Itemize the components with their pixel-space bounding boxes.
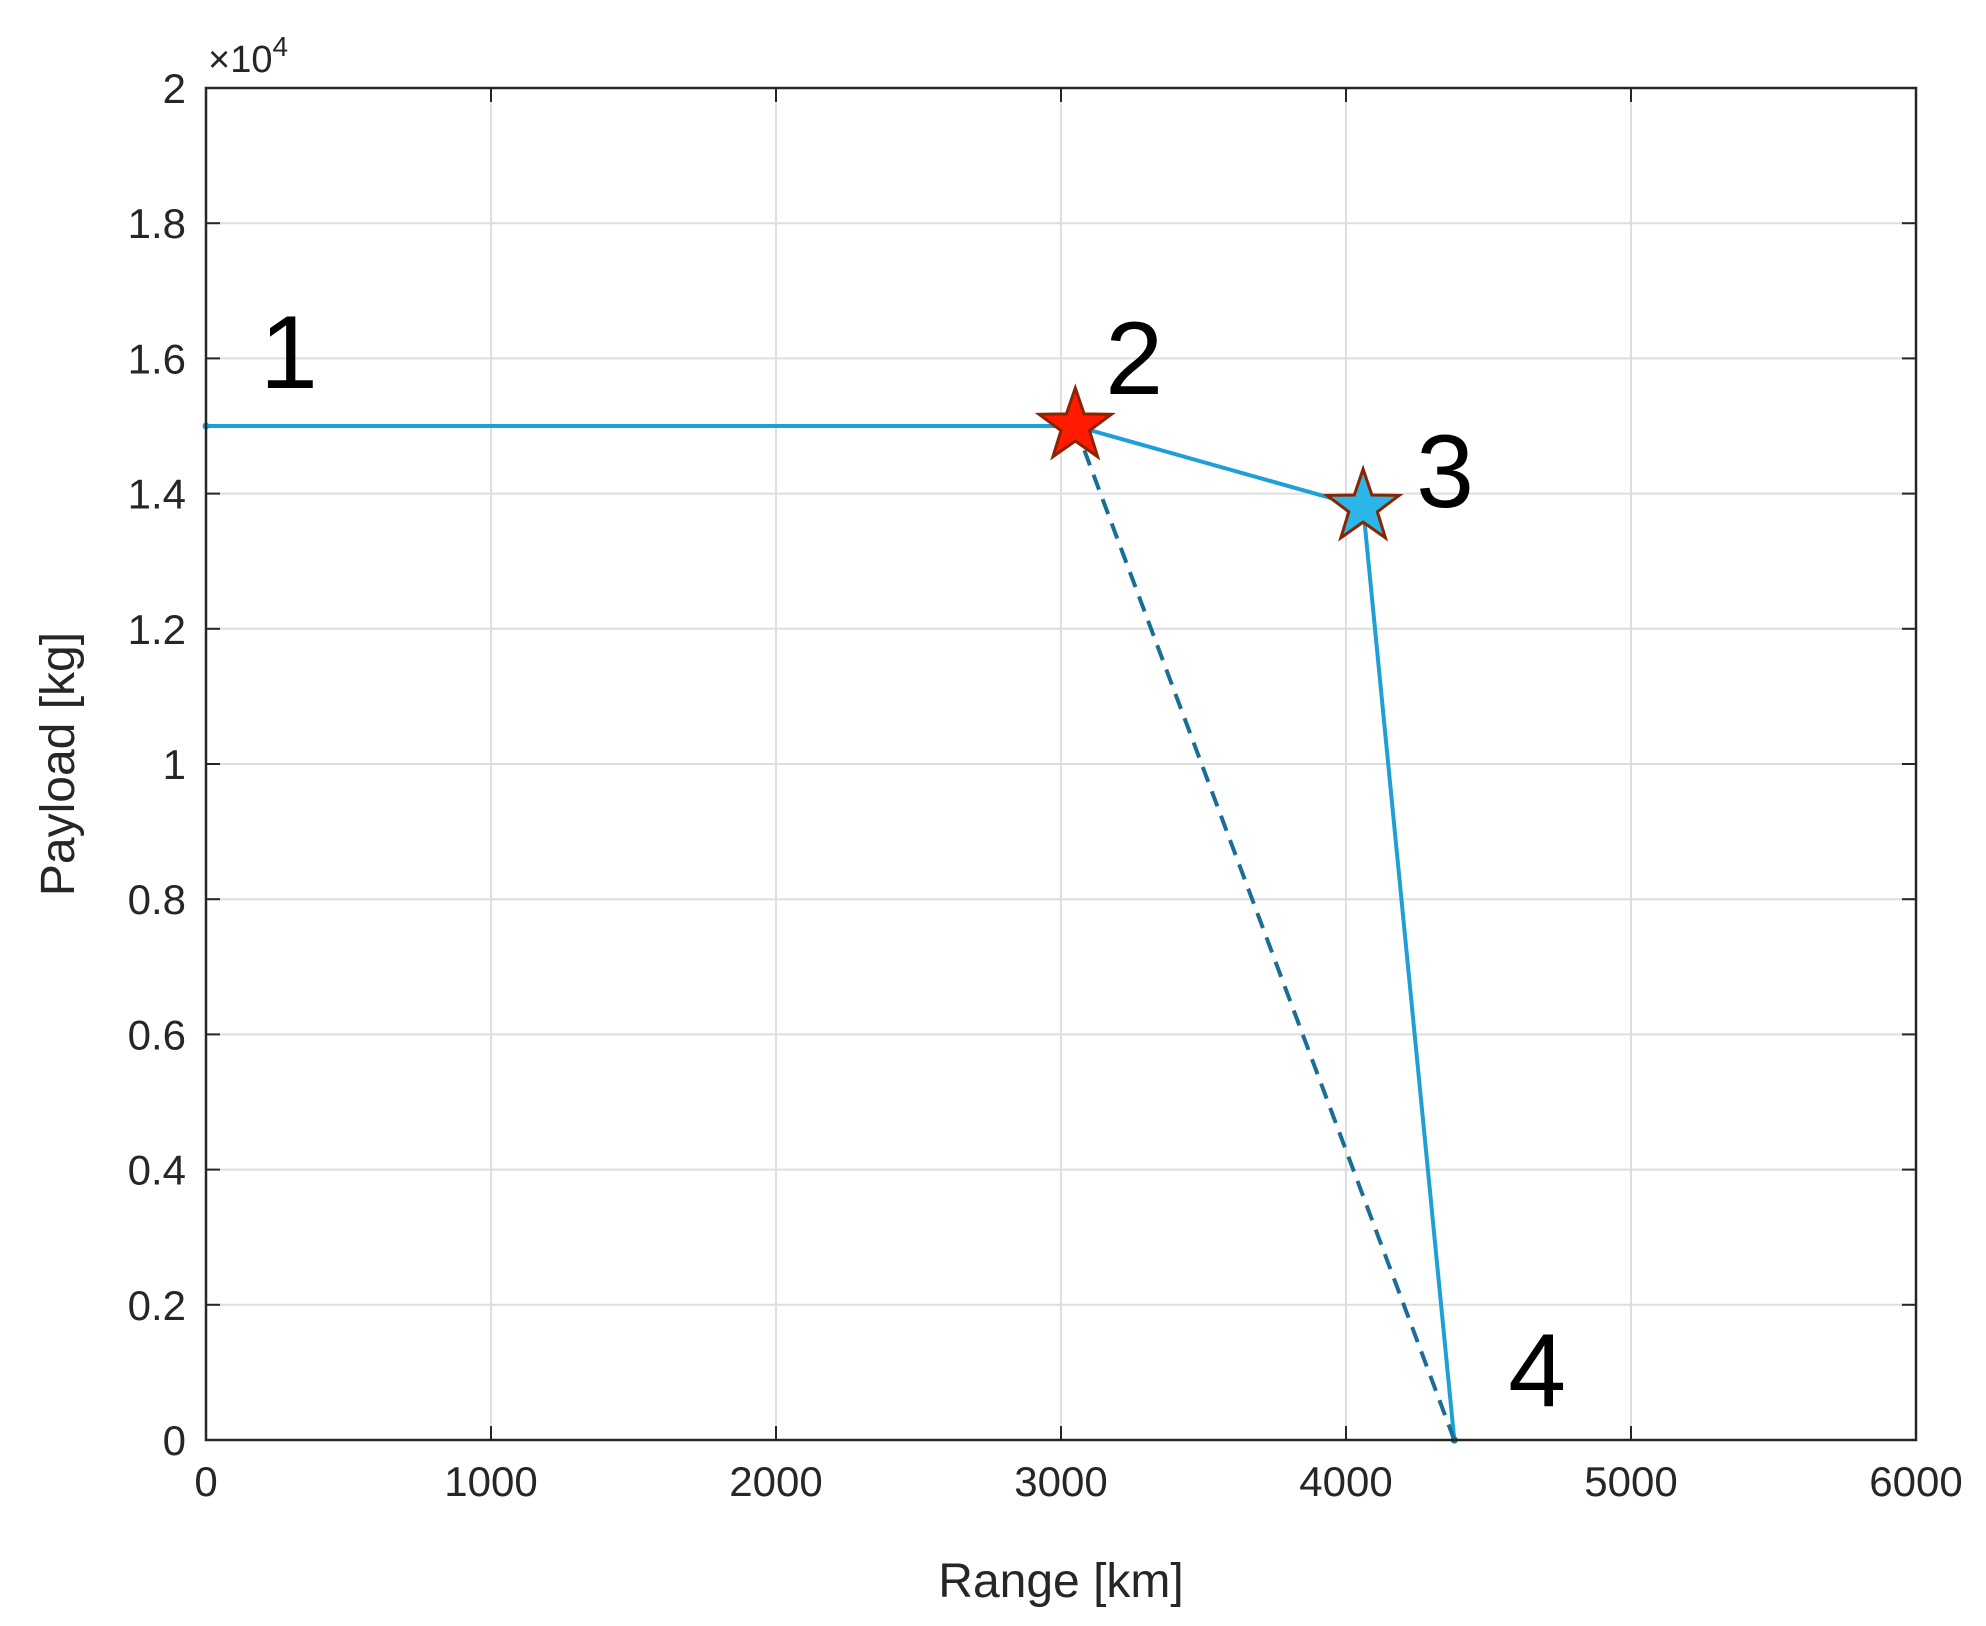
x-tick-label: 0 [194, 1458, 217, 1505]
point-label-3: 3 [1416, 414, 1474, 530]
star-marker [1322, 464, 1404, 542]
y-tick-label: 1.4 [128, 471, 186, 518]
y-tick-label: 1.2 [128, 606, 186, 653]
y-tick-label: 0.8 [128, 876, 186, 923]
x-tick-label: 2000 [729, 1458, 822, 1505]
y-exponent-label: ×104 [208, 31, 288, 81]
y-tick-label: 1 [163, 741, 186, 788]
point-labels: 1 2 3 4 [260, 295, 1566, 1429]
x-axis-label: Range [km] [938, 1555, 1183, 1608]
y-exponent-power: 4 [272, 31, 288, 62]
x-tick-label: 6000 [1869, 1458, 1962, 1505]
point-label-4: 4 [1508, 1313, 1566, 1429]
y-tick-label: 1.6 [128, 335, 186, 382]
x-tick-label: 4000 [1299, 1458, 1392, 1505]
y-tick-label: 0 [163, 1417, 186, 1464]
x-tick-label: 3000 [1014, 1458, 1107, 1505]
y-tick-label: 0.4 [128, 1147, 186, 1194]
y-axis-label: Payload [kg] [32, 632, 85, 896]
data-markers [1034, 383, 1404, 542]
y-tick-label: 0.6 [128, 1011, 186, 1058]
star-marker [1034, 383, 1116, 461]
x-tick-label: 1000 [444, 1458, 537, 1505]
x-tick-label: 5000 [1584, 1458, 1677, 1505]
y-tick-label: 0.2 [128, 1282, 186, 1329]
point-label-1: 1 [260, 295, 318, 411]
solid-series-line [206, 424, 1457, 1441]
y-tick-label: 2 [163, 65, 186, 112]
grid-lines [206, 88, 1916, 1440]
point-label-2: 2 [1105, 301, 1163, 417]
y-tick-label: 1.8 [128, 200, 186, 247]
axis-ticks: 0 1000 2000 3000 4000 5000 600000.20.40.60.811… [128, 65, 1963, 1505]
